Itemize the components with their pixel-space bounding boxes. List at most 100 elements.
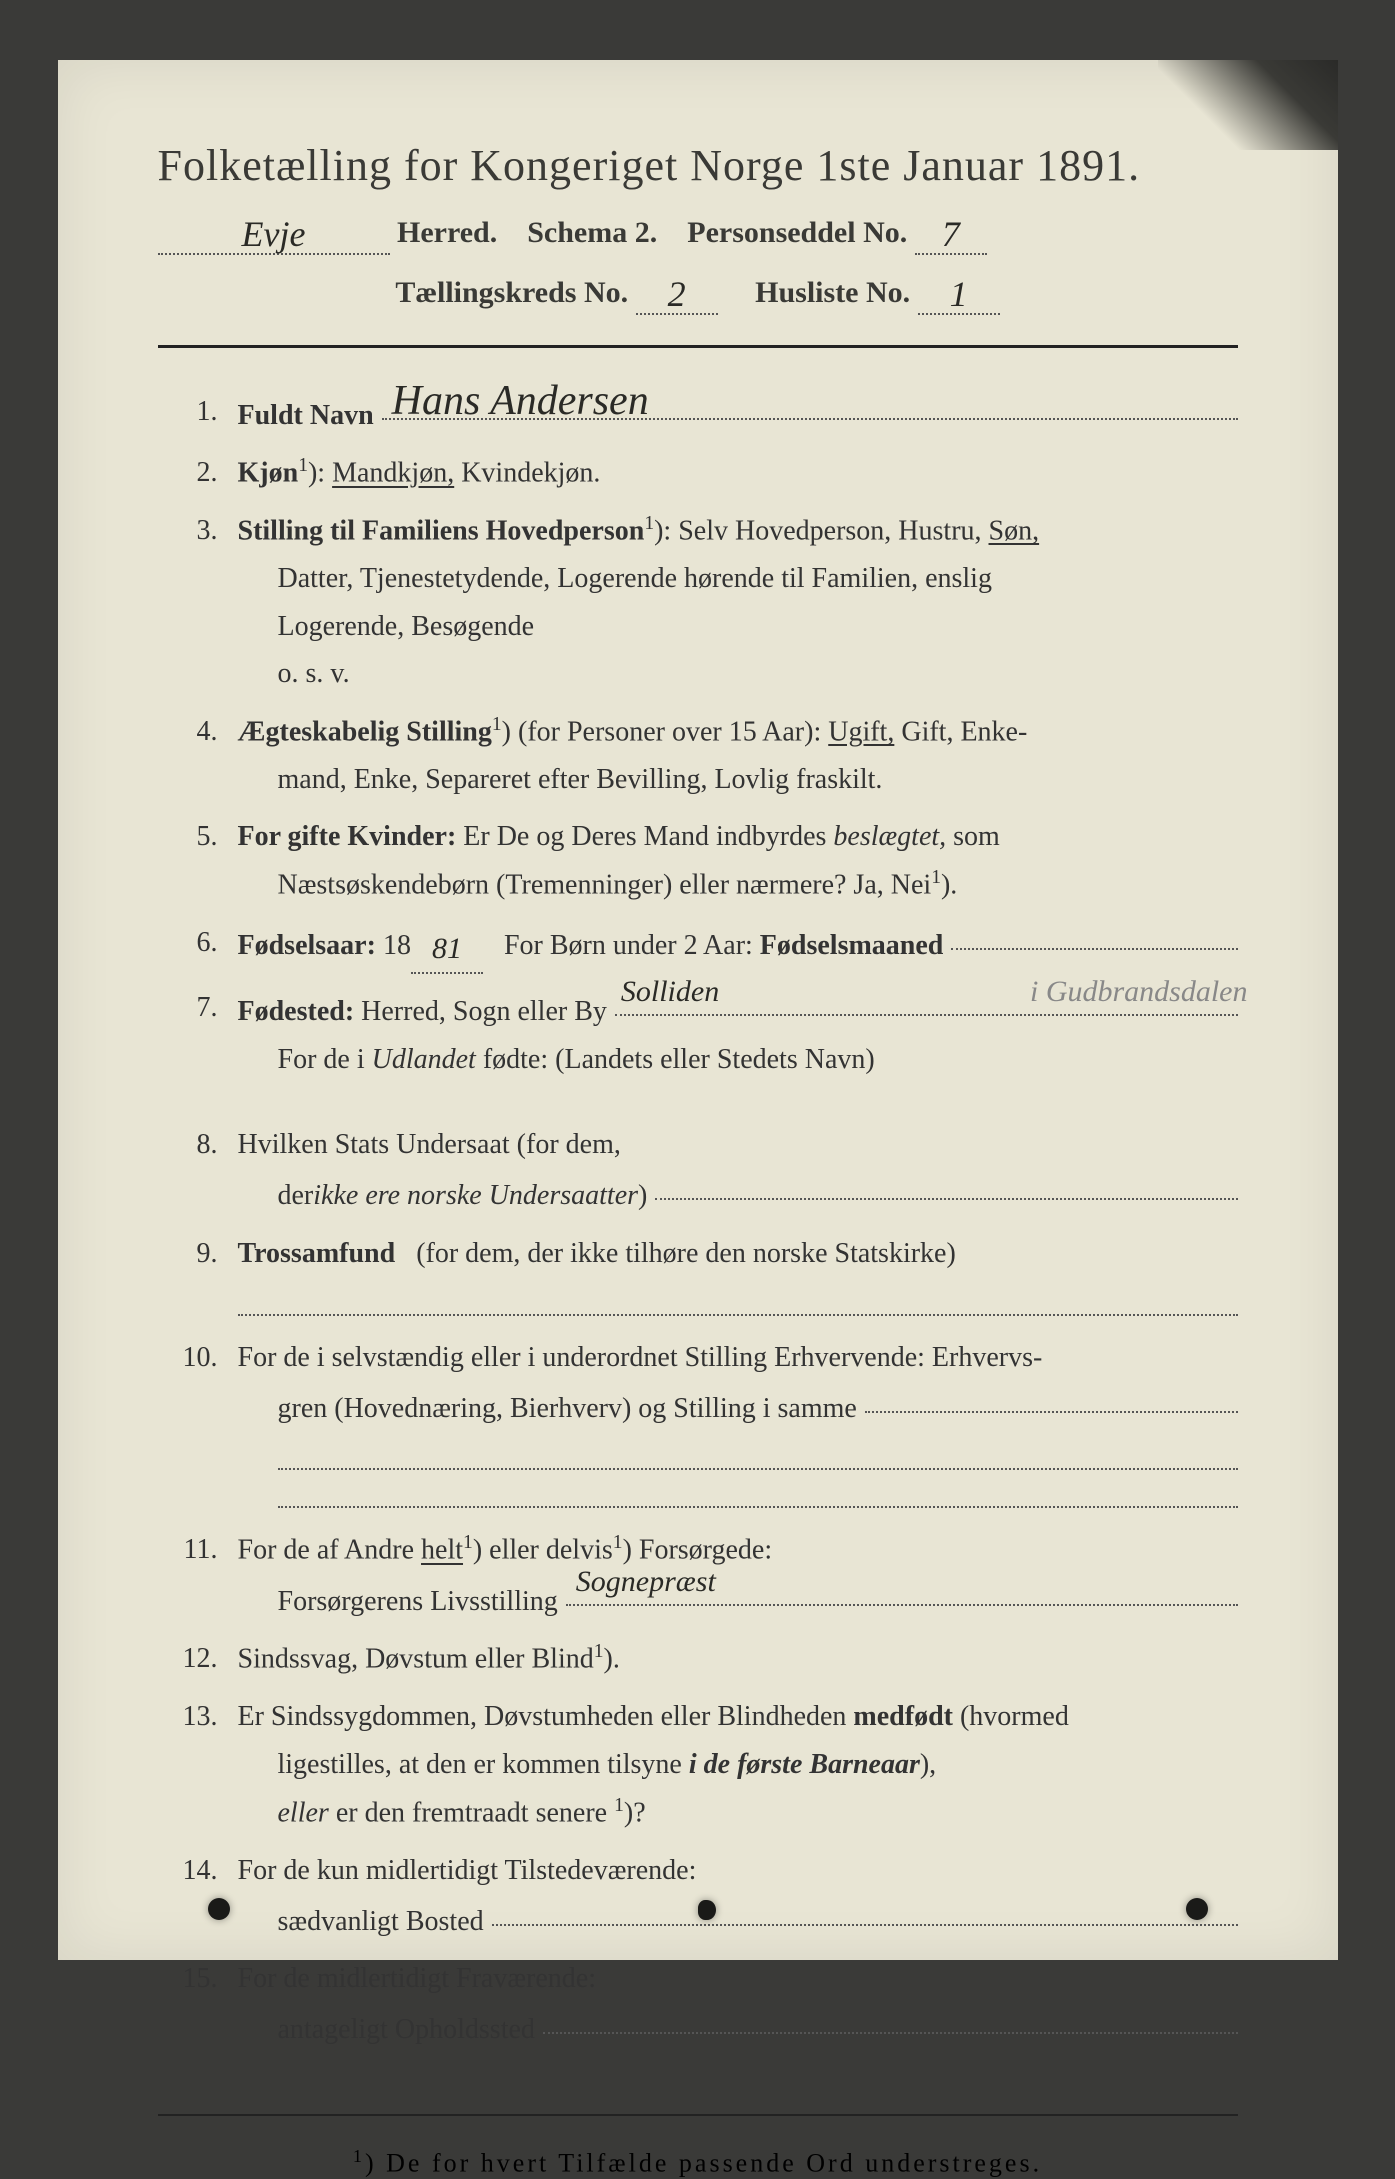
line13-2a: ligestilles, at den er kommen tilsyne (278, 1749, 689, 1780)
line11-2: Forsørgerens Livsstilling (278, 1578, 558, 1626)
italic5: beslægtet, (833, 821, 946, 852)
line3-1a: Selv Hovedperson, Hustru, (678, 515, 988, 546)
document-page: Folketælling for Kongeriget Norge 1ste J… (58, 60, 1338, 1960)
num-3: 3. (158, 507, 238, 698)
kreds-label: Tællingskreds No. (395, 276, 628, 309)
line7-2a: For de i (278, 1044, 372, 1075)
form-body: 1. Fuldt Navn Hans Andersen 2. Kjøn1): M… (158, 388, 1238, 2054)
line14-2: sædvanligt Bosted (278, 1898, 484, 1946)
line13-1a: Er Sindssygdommen, Døvstumheden eller Bl… (238, 1701, 854, 1732)
line3-2: Datter, Tjenestetydende, Logerende høren… (238, 555, 1238, 603)
row-7: 7. Fødested: Herred, Sogn eller By Solli… (158, 984, 1238, 1083)
sup12: 1 (594, 1641, 604, 1662)
husliste-value: 1 (950, 274, 968, 314)
label-4: Ægteskabelig Stilling (238, 716, 492, 747)
text-12: Sindssvag, Døvstum eller Blind (238, 1644, 594, 1675)
italic8: ikke ere norske Undersaatter (313, 1172, 638, 1220)
line10-1: For de i selvstændig eller i underordnet… (238, 1342, 1043, 1373)
label-2: Kjøn (238, 458, 299, 489)
line13-3a: eller (278, 1797, 329, 1828)
num-5: 5. (158, 813, 238, 909)
selected-2: Mandkjøn, (332, 458, 454, 489)
corner-shadow (1158, 60, 1338, 150)
line7-2b: fødte: (Landets eller Stedets Navn) (476, 1044, 875, 1075)
end5: ). (941, 869, 957, 900)
personseddel-value: 7 (942, 214, 960, 254)
rest-2: Kvindekjøn. (461, 458, 600, 489)
born-label-6: For Børn under 2 Aar: (504, 922, 753, 970)
num-6: 6. (158, 919, 238, 975)
num-13: 13. (158, 1693, 238, 1836)
rest5-1: som (946, 821, 1000, 852)
row-8: 8. Hvilken Stats Undersaat (for dem, der… (158, 1121, 1238, 1220)
line8-1: Hvilken Stats Undersaat (for dem, (238, 1129, 621, 1160)
line10-2: gren (Hovednæring, Bierhverv) og Stillin… (278, 1385, 857, 1433)
pencil-7: i Gudbrandsdalen (1030, 966, 1248, 1017)
row-4: 4. Ægteskabelig Stilling1) (for Personer… (158, 708, 1238, 804)
divider-bottom (158, 2114, 1238, 2116)
bold13: medfødt (853, 1701, 953, 1732)
text-9: (for dem, der ikke tilhøre den norske St… (416, 1238, 956, 1269)
row-2: 2. Kjøn1): Mandkjøn, Kvindekjøn. (158, 449, 1238, 497)
row-14: 14. For de kun midlertidigt Tilstedevære… (158, 1847, 1238, 1946)
num-2: 2. (158, 449, 238, 497)
sup11a: 1 (463, 1532, 473, 1553)
line7-1: Herred, Sogn eller By (361, 988, 607, 1036)
value-1: Hans Andersen (392, 366, 649, 437)
row-5: 5. For gifte Kvinder: Er De og Deres Man… (158, 813, 1238, 909)
sup13: 1 (614, 1795, 624, 1816)
line11-1a: For de af Andre (238, 1535, 422, 1566)
husliste-label: Husliste No. (755, 276, 910, 309)
italic7: Udlandet (372, 1044, 476, 1075)
kreds-line: Tællingskreds No. 2 Husliste No. 1 (158, 269, 1238, 315)
punch-hole (208, 1898, 230, 1920)
kreds-value: 2 (668, 274, 686, 314)
punch-hole (698, 1900, 716, 1920)
helt-11: helt (421, 1535, 463, 1566)
footnote-sup: 1 (353, 2146, 365, 2166)
num-8: 8. (158, 1121, 238, 1220)
end-12: ). (604, 1644, 620, 1675)
maaned-label-6: Fødselsmaaned (760, 922, 944, 970)
num-9: 9. (158, 1230, 238, 1324)
herred-value: Evje (242, 214, 306, 254)
italic13: i de første Barneaar (689, 1749, 920, 1780)
sup11b: 1 (613, 1532, 623, 1553)
rest4-1: Gift, Enke- (894, 716, 1027, 747)
row-15: 15. For de midlertidigt Fraværende: anta… (158, 1955, 1238, 2054)
line3-4: o. s. v. (238, 650, 1238, 698)
line13-3c: )? (624, 1797, 646, 1828)
selected-4: Ugift, (828, 716, 894, 747)
value-11: Sognepræst (576, 1556, 716, 1607)
line13-3b: er den fremtraadt senere (329, 1797, 614, 1828)
num-12: 12. (158, 1635, 238, 1683)
value-7: Solliden (621, 966, 719, 1017)
year-6: 81 (432, 932, 462, 965)
row-11: 11. For de af Andre helt1) eller delvis1… (158, 1526, 1238, 1625)
label-7: Fødested: (238, 988, 355, 1036)
herred-line: Evje Herred. Schema 2. Personseddel No. … (158, 209, 1238, 255)
prefix-6: 18 (383, 922, 411, 970)
num-1: 1. (158, 388, 238, 439)
footnote-text: ) De for hvert Tilfælde passende Ord und… (365, 2149, 1042, 2178)
num-7: 7. (158, 984, 238, 1083)
row-9: 9. Trossamfund (for dem, der ikke tilhør… (158, 1230, 1238, 1324)
punch-hole (1186, 1898, 1208, 1920)
num-11: 11. (158, 1526, 238, 1625)
footnote: 1) De for hvert Tilfælde passende Ord un… (158, 2146, 1238, 2179)
selected-3: Søn, (989, 515, 1040, 546)
row-12: 12. Sindssvag, Døvstum eller Blind1). (158, 1635, 1238, 1683)
num-4: 4. (158, 708, 238, 804)
sup5: 1 (931, 867, 941, 888)
line15-2: antageligt Opholdssted (278, 2006, 535, 2054)
label-3: Stilling til Familiens Hovedperson (238, 515, 645, 546)
row-10: 10. For de i selvstændig eller i underor… (158, 1334, 1238, 1517)
row-1: 1. Fuldt Navn Hans Andersen (158, 388, 1238, 439)
schema-label: Schema 2. (527, 216, 657, 249)
line13-1b: (hvormed (953, 1701, 1069, 1732)
label-9: Trossamfund (238, 1238, 396, 1269)
line15-1: For de midlertidigt Fraværende: (238, 1963, 597, 1994)
personseddel-label: Personseddel No. (687, 216, 907, 249)
main-title: Folketælling for Kongeriget Norge 1ste J… (158, 140, 1238, 191)
label-5: For gifte Kvinder: (238, 821, 457, 852)
